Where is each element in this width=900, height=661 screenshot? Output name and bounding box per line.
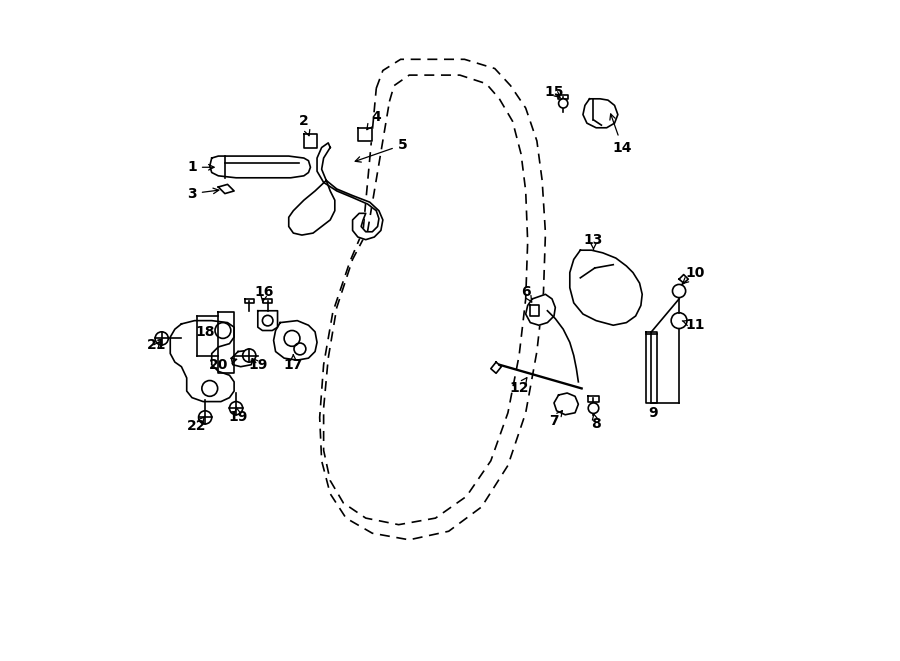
Text: 11: 11 <box>682 318 705 332</box>
Text: 20: 20 <box>209 358 237 371</box>
Text: 10: 10 <box>682 266 705 284</box>
Text: 16: 16 <box>255 286 274 302</box>
Text: 19: 19 <box>229 407 248 424</box>
Circle shape <box>672 284 686 297</box>
Text: 1: 1 <box>187 160 214 175</box>
Polygon shape <box>219 312 234 373</box>
Polygon shape <box>257 311 277 330</box>
Polygon shape <box>530 305 539 316</box>
Text: 8: 8 <box>591 414 601 431</box>
Circle shape <box>589 403 598 413</box>
Text: 7: 7 <box>549 410 562 428</box>
Polygon shape <box>231 350 254 367</box>
Polygon shape <box>589 397 598 402</box>
Polygon shape <box>245 299 254 303</box>
Text: 15: 15 <box>544 85 563 99</box>
Polygon shape <box>558 95 569 98</box>
Polygon shape <box>304 134 317 147</box>
Polygon shape <box>491 362 501 373</box>
Polygon shape <box>289 180 335 235</box>
Text: 13: 13 <box>584 233 603 250</box>
Polygon shape <box>274 321 317 360</box>
Text: 6: 6 <box>521 286 532 302</box>
Text: 5: 5 <box>356 138 408 162</box>
Polygon shape <box>317 143 382 240</box>
Circle shape <box>199 410 212 424</box>
Circle shape <box>559 98 568 108</box>
Circle shape <box>230 402 243 414</box>
Polygon shape <box>219 184 234 194</box>
Polygon shape <box>583 98 617 128</box>
Polygon shape <box>646 332 657 403</box>
Text: 3: 3 <box>187 186 219 200</box>
Text: 9: 9 <box>648 406 658 420</box>
Polygon shape <box>170 321 234 402</box>
Text: 21: 21 <box>148 338 166 352</box>
Polygon shape <box>570 251 643 325</box>
Text: 19: 19 <box>248 358 267 371</box>
Polygon shape <box>358 128 373 141</box>
Text: 12: 12 <box>509 377 529 395</box>
Text: 17: 17 <box>284 354 303 371</box>
Polygon shape <box>526 294 555 325</box>
Text: 18: 18 <box>195 325 215 339</box>
Text: 22: 22 <box>187 416 206 433</box>
Polygon shape <box>554 393 579 414</box>
Text: 14: 14 <box>610 114 632 155</box>
Polygon shape <box>210 156 310 178</box>
Polygon shape <box>680 274 688 283</box>
Text: 4: 4 <box>367 110 382 130</box>
Circle shape <box>243 349 256 362</box>
Text: 2: 2 <box>299 114 310 136</box>
Circle shape <box>155 332 168 345</box>
Polygon shape <box>263 299 273 303</box>
